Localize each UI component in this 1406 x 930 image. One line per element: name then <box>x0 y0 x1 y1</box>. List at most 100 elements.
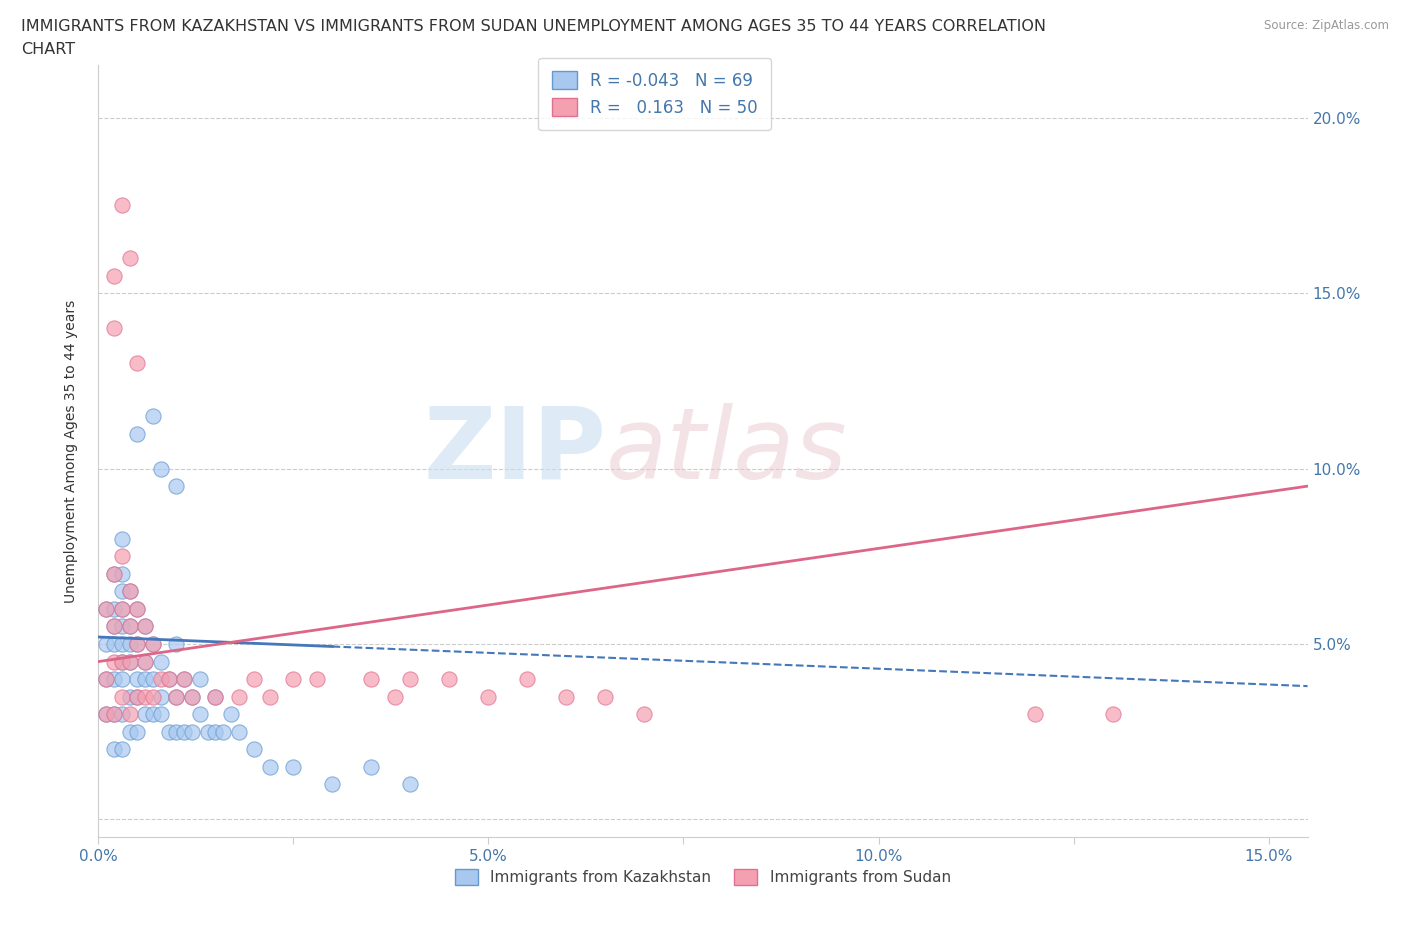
Point <box>399 777 422 791</box>
Point <box>134 619 156 634</box>
Point <box>111 654 134 669</box>
Point <box>173 724 195 739</box>
Point <box>127 671 149 686</box>
Point <box>243 742 266 757</box>
Point <box>118 689 141 704</box>
Point <box>165 689 187 704</box>
Text: CHART: CHART <box>21 42 75 57</box>
Point <box>516 671 538 686</box>
Point <box>142 408 165 423</box>
Text: ZIP: ZIP <box>423 403 606 499</box>
Point <box>212 724 235 739</box>
Point <box>204 724 226 739</box>
Point <box>165 724 187 739</box>
Point <box>118 637 141 652</box>
Point <box>149 461 172 476</box>
Point <box>157 671 180 686</box>
Point <box>118 619 141 634</box>
Point <box>111 602 134 617</box>
Point <box>103 566 125 581</box>
Point <box>111 531 134 546</box>
Point <box>633 707 655 722</box>
Point <box>111 549 134 564</box>
Point <box>127 426 149 441</box>
Point <box>127 637 149 652</box>
Point <box>181 689 204 704</box>
Point <box>1024 707 1046 722</box>
Point <box>111 637 134 652</box>
Point <box>111 707 134 722</box>
Point <box>283 671 305 686</box>
Point <box>118 584 141 599</box>
Point <box>111 654 134 669</box>
Point <box>360 671 382 686</box>
Point <box>127 689 149 704</box>
Point <box>96 671 118 686</box>
Point <box>103 707 125 722</box>
Point <box>360 760 382 775</box>
Point <box>127 602 149 617</box>
Point <box>149 654 172 669</box>
Point <box>96 602 118 617</box>
Point <box>228 724 250 739</box>
Point <box>103 637 125 652</box>
Point <box>134 654 156 669</box>
Point <box>111 689 134 704</box>
Point <box>305 671 328 686</box>
Point <box>127 724 149 739</box>
Point <box>134 689 156 704</box>
Point <box>103 602 125 617</box>
Point <box>142 689 165 704</box>
Point <box>173 671 195 686</box>
Point <box>204 689 226 704</box>
Point <box>118 724 141 739</box>
Point <box>96 637 118 652</box>
Point <box>259 760 281 775</box>
Point <box>127 602 149 617</box>
Point <box>96 707 118 722</box>
Point <box>103 619 125 634</box>
Point <box>165 637 187 652</box>
Point <box>103 566 125 581</box>
Point <box>555 689 578 704</box>
Point <box>142 637 165 652</box>
Point <box>118 619 141 634</box>
Point <box>103 268 125 283</box>
Point <box>127 356 149 371</box>
Point <box>111 584 134 599</box>
Point <box>96 602 118 617</box>
Text: atlas: atlas <box>606 403 848 499</box>
Point <box>118 250 141 266</box>
Text: IMMIGRANTS FROM KAZAKHSTAN VS IMMIGRANTS FROM SUDAN UNEMPLOYMENT AMONG AGES 35 T: IMMIGRANTS FROM KAZAKHSTAN VS IMMIGRANTS… <box>21 19 1046 33</box>
Point <box>134 671 156 686</box>
Point <box>103 671 125 686</box>
Text: Source: ZipAtlas.com: Source: ZipAtlas.com <box>1264 19 1389 32</box>
Point <box>181 724 204 739</box>
Point <box>228 689 250 704</box>
Point <box>142 671 165 686</box>
Point <box>149 707 172 722</box>
Y-axis label: Unemployment Among Ages 35 to 44 years: Unemployment Among Ages 35 to 44 years <box>63 299 77 603</box>
Point <box>142 707 165 722</box>
Point <box>439 671 461 686</box>
Point <box>103 742 125 757</box>
Point <box>188 707 211 722</box>
Point <box>96 707 118 722</box>
Point <box>111 602 134 617</box>
Point <box>399 671 422 686</box>
Point <box>118 584 141 599</box>
Point <box>204 689 226 704</box>
Point <box>157 671 180 686</box>
Point <box>173 671 195 686</box>
Point <box>595 689 617 704</box>
Point <box>321 777 343 791</box>
Point <box>142 637 165 652</box>
Point <box>165 479 187 494</box>
Point <box>111 671 134 686</box>
Point <box>1101 707 1123 722</box>
Point <box>219 707 242 722</box>
Point <box>384 689 406 704</box>
Point <box>103 321 125 336</box>
Point <box>134 654 156 669</box>
Point <box>149 671 172 686</box>
